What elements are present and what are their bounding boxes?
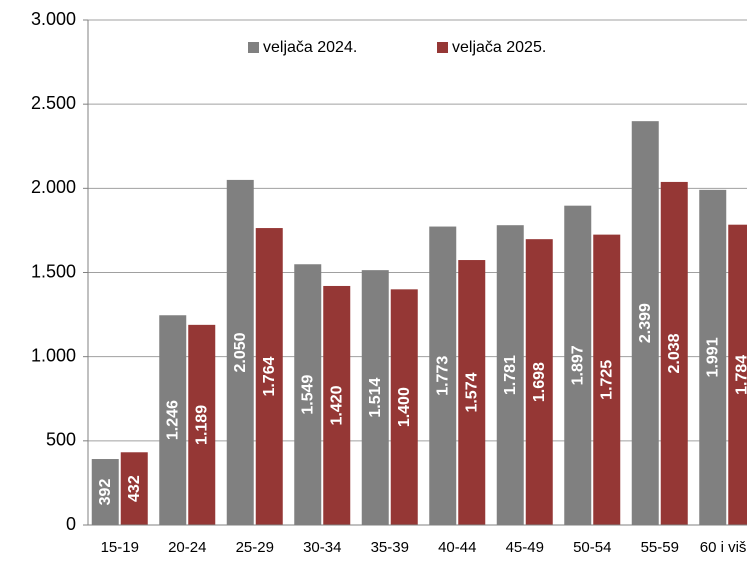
value-label: 1.189 [193, 405, 210, 445]
value-label: 2.399 [637, 303, 654, 343]
legend-label: veljača 2025. [452, 39, 546, 56]
bar [631, 121, 659, 525]
value-label: 1.574 [463, 372, 480, 412]
x-tick-label: 45-49 [505, 539, 544, 556]
bar [91, 459, 119, 525]
y-tick-label: 1.000 [31, 345, 76, 365]
bar [429, 226, 457, 526]
bar [728, 224, 747, 525]
y-tick-label: 500 [46, 430, 76, 450]
bar [593, 234, 621, 525]
bar [660, 181, 688, 526]
value-label: 1.514 [367, 377, 384, 417]
y-tick-label: 2.000 [31, 177, 76, 197]
bar [458, 260, 486, 525]
legend-swatch [437, 42, 448, 53]
value-label: 1.764 [261, 356, 278, 396]
value-label: 1.549 [299, 375, 316, 415]
bar [564, 205, 592, 525]
value-label: 1.420 [328, 385, 345, 425]
bar [390, 289, 418, 525]
x-tick-label: 60 i više [699, 539, 747, 556]
x-tick-label: 25-29 [235, 539, 274, 556]
bar [699, 189, 727, 525]
value-label: 2.050 [232, 332, 249, 372]
bar [525, 239, 553, 526]
x-tick-label: 50-54 [573, 539, 612, 556]
value-label: 1.773 [434, 356, 451, 396]
bar [120, 452, 148, 525]
bar [323, 285, 351, 525]
x-tick-label: 30-34 [303, 539, 342, 556]
x-tick-label: 40-44 [438, 539, 477, 556]
value-label: 432 [126, 475, 143, 502]
value-label: 2.038 [666, 333, 683, 373]
value-label: 1.725 [598, 360, 615, 400]
legend-label: veljača 2024. [263, 39, 357, 56]
value-label: 1.400 [396, 387, 413, 427]
x-tick-label: 55-59 [640, 539, 679, 556]
bar [294, 264, 322, 525]
value-label: 1.781 [502, 355, 519, 395]
bar [159, 315, 187, 525]
y-tick-label: 1.500 [31, 261, 76, 281]
value-label: 1.246 [164, 400, 181, 440]
value-label: 392 [97, 479, 114, 506]
value-label: 1.991 [704, 337, 721, 377]
x-tick-label: 35-39 [370, 539, 409, 556]
bar [226, 179, 254, 525]
value-label: 1.784 [733, 355, 747, 395]
y-tick-label: 2.500 [31, 93, 76, 113]
bar [188, 324, 216, 525]
legend-swatch [248, 42, 259, 53]
bar [496, 225, 524, 525]
bar [361, 270, 389, 525]
bar [255, 228, 283, 525]
value-label: 1.897 [569, 345, 586, 385]
x-tick-label: 15-19 [100, 539, 139, 556]
y-tick-label: 3.000 [31, 9, 76, 29]
x-tick-label: 20-24 [168, 539, 207, 556]
value-label: 1.698 [531, 362, 548, 402]
y-tick-label: 0 [66, 514, 76, 534]
